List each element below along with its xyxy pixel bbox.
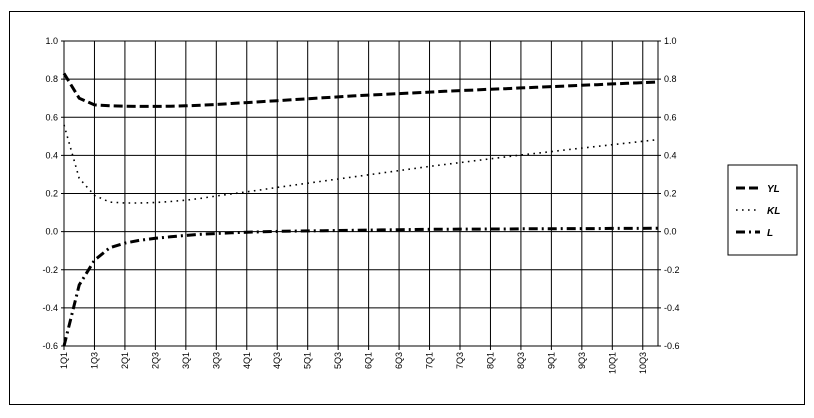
legend-label-l: L (767, 228, 773, 239)
x-tick-label: 7Q1 (425, 352, 435, 369)
x-tick-label: 10Q1 (607, 352, 617, 374)
x-tick-label: 1Q3 (89, 352, 99, 369)
series-line-yl (62, 72, 659, 108)
y-tick-label: -0.6 (42, 341, 58, 351)
y-tick-label: 0.2 (45, 189, 58, 199)
x-tick-label: 1Q1 (59, 352, 69, 369)
x-tick-label: 9Q3 (577, 352, 587, 369)
series-layer (62, 72, 659, 347)
y-tick-label: -0.4 (42, 303, 58, 313)
x-tick-label: 9Q1 (546, 352, 556, 369)
y-tick-label: 0.0 (45, 227, 58, 237)
x-tick-label: 3Q3 (211, 352, 221, 369)
x-tick-label: 3Q1 (181, 352, 191, 369)
x-tick-label: 4Q1 (242, 352, 252, 369)
y2-tick-label: -0.2 (664, 265, 680, 275)
y-tick-label: 0.8 (45, 74, 58, 84)
y2-tick-label: 0.2 (664, 189, 677, 199)
chart-frame (9, 11, 805, 405)
x-tick-label: 8Q3 (516, 352, 526, 369)
x-tick-label: 2Q1 (120, 352, 130, 369)
legend-label-yl: YL (767, 184, 780, 195)
y2-tick-label: -0.4 (664, 303, 680, 313)
y-tick-label: 0.4 (45, 150, 58, 160)
series-line-l (62, 226, 659, 347)
y2-tick-label: -0.6 (664, 341, 680, 351)
legend-box (727, 164, 798, 256)
y-tick-label: 1.0 (45, 36, 58, 46)
series-line-kl (63, 124, 659, 204)
y2-tick-label: 0.0 (664, 227, 677, 237)
x-tick-label: 7Q3 (455, 352, 465, 369)
grid-lines (61, 40, 661, 350)
x-tick-label: 2Q3 (150, 352, 160, 369)
y2-tick-label: 1.0 (664, 36, 677, 46)
y2-tick-label: 0.8 (664, 74, 677, 84)
x-tick-label: 4Q3 (272, 352, 282, 369)
y-tick-label: -0.2 (42, 265, 58, 275)
y2-tick-label: 0.6 (664, 112, 677, 122)
x-tick-label: 5Q3 (333, 352, 343, 369)
legend-label-kl: KL (767, 206, 780, 217)
x-tick-label: 10Q3 (638, 352, 648, 374)
y-tick-label: 0.6 (45, 112, 58, 122)
x-tick-label: 5Q1 (303, 352, 313, 369)
legend: YL KL L (727, 164, 798, 256)
x-tick-label: 6Q3 (394, 352, 404, 369)
y2-tick-label: 0.4 (664, 150, 677, 160)
x-tick-label: 6Q1 (364, 352, 374, 369)
axis-labels: 1.0 1.0 0.8 0.8 0.6 0.6 0.4 0.4 0.2 0.2 0.0 0.0 -0.2… (42, 36, 679, 374)
x-tick-label: 8Q1 (485, 352, 495, 369)
